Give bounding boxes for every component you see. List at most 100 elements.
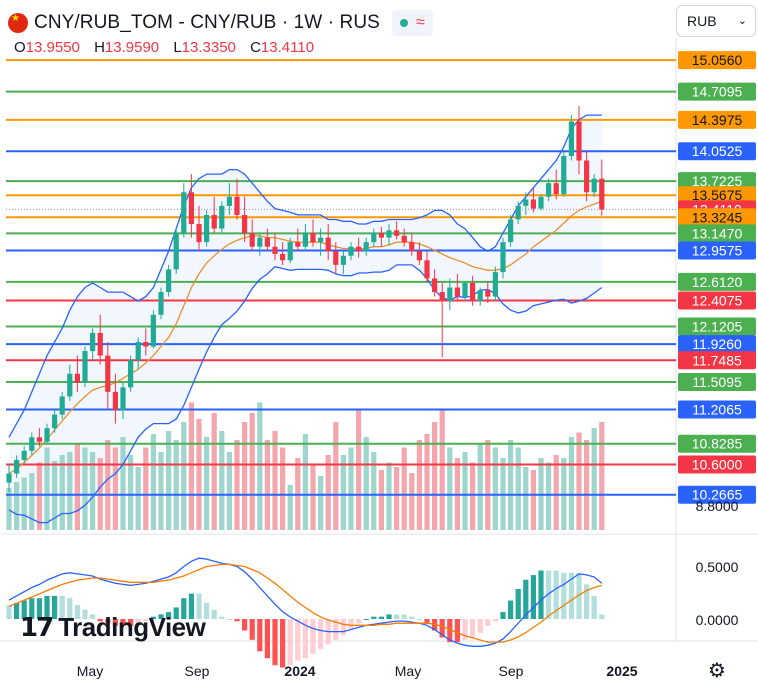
volume-bar — [492, 447, 498, 530]
candle-body — [226, 196, 232, 206]
macd-histogram-bar — [219, 616, 225, 619]
macd-histogram-bar — [173, 607, 179, 619]
price-label-box — [678, 142, 756, 161]
candle-body — [272, 246, 278, 254]
open-label: O — [14, 39, 26, 56]
candle-body — [371, 233, 377, 243]
macd-axis-label: 0.5000 — [696, 559, 739, 575]
candle-body — [105, 355, 111, 392]
macd-histogram-bar — [44, 595, 50, 619]
macd-histogram-bar — [112, 619, 118, 626]
price-label-box — [678, 110, 756, 129]
volume-bar — [219, 431, 225, 530]
price-label: 10.6000 — [692, 456, 743, 472]
candle-body — [112, 391, 118, 411]
macd-histogram-bar — [394, 614, 400, 619]
price-label: 11.2065 — [692, 401, 742, 417]
macd-histogram-bar — [416, 619, 422, 620]
macd-histogram-bar — [295, 619, 301, 661]
price-label: 11.7485 — [692, 352, 742, 368]
candle-body — [568, 121, 574, 156]
candle-body — [515, 205, 521, 220]
price-label-box — [678, 291, 756, 310]
price-label: 13.3245 — [692, 209, 743, 225]
macd-histogram-bar — [523, 579, 529, 619]
candle-body — [325, 237, 331, 252]
price-label: 12.1205 — [692, 319, 743, 335]
candle-body — [128, 360, 134, 388]
volume-bar — [173, 440, 179, 530]
macd-histogram-bar — [386, 614, 392, 619]
price-label-box — [678, 372, 756, 391]
price-label: 10.8285 — [692, 436, 743, 452]
market-open-dot-icon — [399, 19, 408, 27]
macd-histogram-bar — [591, 595, 597, 619]
candle-body — [74, 373, 80, 383]
volume-bar — [143, 447, 149, 530]
price-label-box — [678, 485, 756, 504]
symbol-title[interactable]: CNY/RUB_TOM - CNY/RUB · 1W · RUS — [34, 12, 380, 33]
macd-histogram-bar — [97, 619, 103, 622]
macd-histogram-bar — [576, 572, 582, 619]
price-label-box — [678, 224, 756, 243]
macd-histogram-bar — [14, 602, 20, 619]
currency-select[interactable]: RUB ⌄ — [676, 5, 756, 37]
candle-body — [302, 233, 308, 247]
macd-axis-label: 0.0000 — [696, 612, 739, 628]
macd-histogram-bar — [257, 619, 263, 652]
macd-histogram-bar — [348, 619, 354, 629]
macd-histogram-bar — [561, 572, 567, 619]
candle-body — [310, 233, 316, 243]
volume-bar — [576, 432, 582, 530]
settings-gear-icon[interactable]: ⚙ — [708, 660, 726, 682]
volume-bar — [188, 402, 194, 530]
candle-body — [485, 290, 491, 297]
volume-bar — [371, 452, 377, 530]
candle-body — [553, 183, 559, 195]
candle-body — [348, 246, 354, 256]
volume-bar — [150, 434, 156, 530]
candle-body — [394, 230, 400, 236]
candle-body — [188, 192, 194, 225]
price-label-box — [678, 208, 756, 227]
candle-body — [143, 341, 149, 347]
price-label-box — [678, 51, 756, 70]
volume-bar — [515, 447, 521, 530]
volume-bar — [325, 455, 331, 530]
macd-histogram-bar — [508, 600, 514, 619]
macd-histogram-bar — [181, 598, 187, 619]
macd-histogram-bar — [371, 616, 377, 619]
volume-bar — [386, 462, 392, 530]
price-label-box — [678, 434, 756, 453]
macd-histogram-bar — [21, 600, 27, 619]
candle-body — [166, 269, 172, 293]
candle-body — [599, 178, 605, 210]
macd-histogram-bar — [568, 572, 574, 619]
volume-bar — [280, 447, 286, 530]
candle-body — [363, 242, 369, 252]
volume-bar — [348, 447, 354, 530]
volume-bar — [272, 431, 278, 530]
low-value: 13.3350 — [181, 39, 236, 56]
price-label: 12.6120 — [692, 274, 743, 290]
macd-histogram-bar — [485, 619, 491, 626]
macd-histogram-bar — [166, 612, 172, 619]
price-label: 14.0525 — [692, 143, 743, 159]
candle-body — [36, 437, 42, 442]
volume-bar — [234, 440, 240, 530]
macd-histogram-bar — [356, 619, 362, 624]
volume-bar — [204, 437, 210, 530]
macd-signal-line — [8, 563, 602, 643]
volume-bar — [29, 473, 35, 530]
candle-body — [6, 473, 12, 483]
price-label: 12.4075 — [692, 292, 743, 308]
macd-histogram-bar — [135, 619, 141, 624]
time-axis-label: Sep — [185, 663, 210, 679]
macd-histogram-bar — [333, 619, 339, 640]
macd-histogram-bar — [52, 595, 58, 619]
macd-histogram-bar — [477, 619, 483, 633]
macd-histogram-bar — [492, 619, 498, 622]
status-badge[interactable]: ≈ — [391, 10, 433, 36]
volume-bar — [242, 422, 248, 530]
